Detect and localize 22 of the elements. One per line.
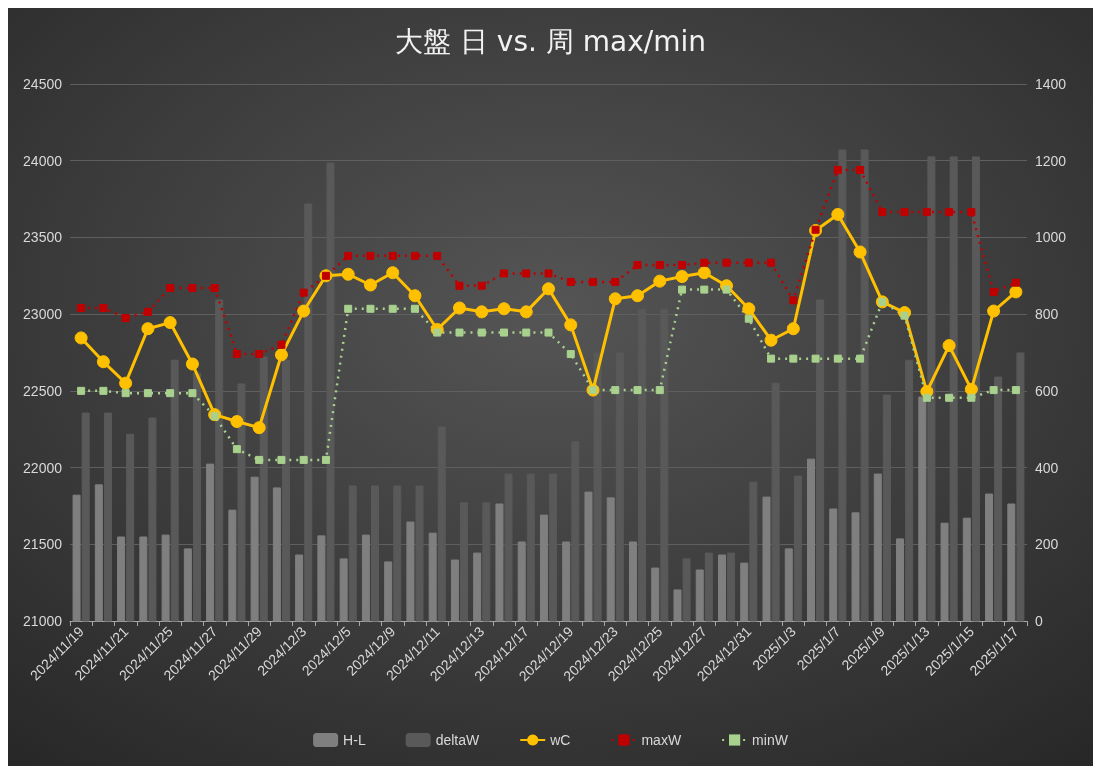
y2-tick-label: 400 [1035, 459, 1059, 476]
legend-label: maxW [641, 732, 682, 748]
legend-label: deltaW [435, 732, 481, 748]
y2-tick-label: 600 [1035, 382, 1059, 399]
legend-label: wC [549, 732, 571, 748]
y-tick-label: 21000 [23, 613, 63, 629]
y-tick-label: 22500 [23, 382, 63, 399]
y2-tick-label: 1000 [1035, 229, 1067, 246]
chart-title: 大盤 日 vs. 周 max/min [395, 24, 706, 58]
y2-tick-label: 800 [1035, 306, 1059, 323]
y-tick-label: 21500 [23, 536, 63, 553]
y-tick-label: 24000 [23, 152, 63, 169]
y-tick-label: 24500 [23, 76, 63, 92]
y-tick-label: 23000 [23, 306, 63, 323]
y-tick-label: 23500 [23, 229, 63, 246]
y2-tick-label: 200 [1035, 536, 1059, 553]
y2-tick-label: 0 [1035, 613, 1043, 629]
y2-tick-label: 1200 [1035, 152, 1067, 169]
legend-label: H-L [343, 732, 366, 748]
y-tick-label: 22000 [23, 459, 63, 476]
legend-label: minW [752, 732, 789, 748]
y2-tick-label: 1400 [1035, 76, 1067, 92]
